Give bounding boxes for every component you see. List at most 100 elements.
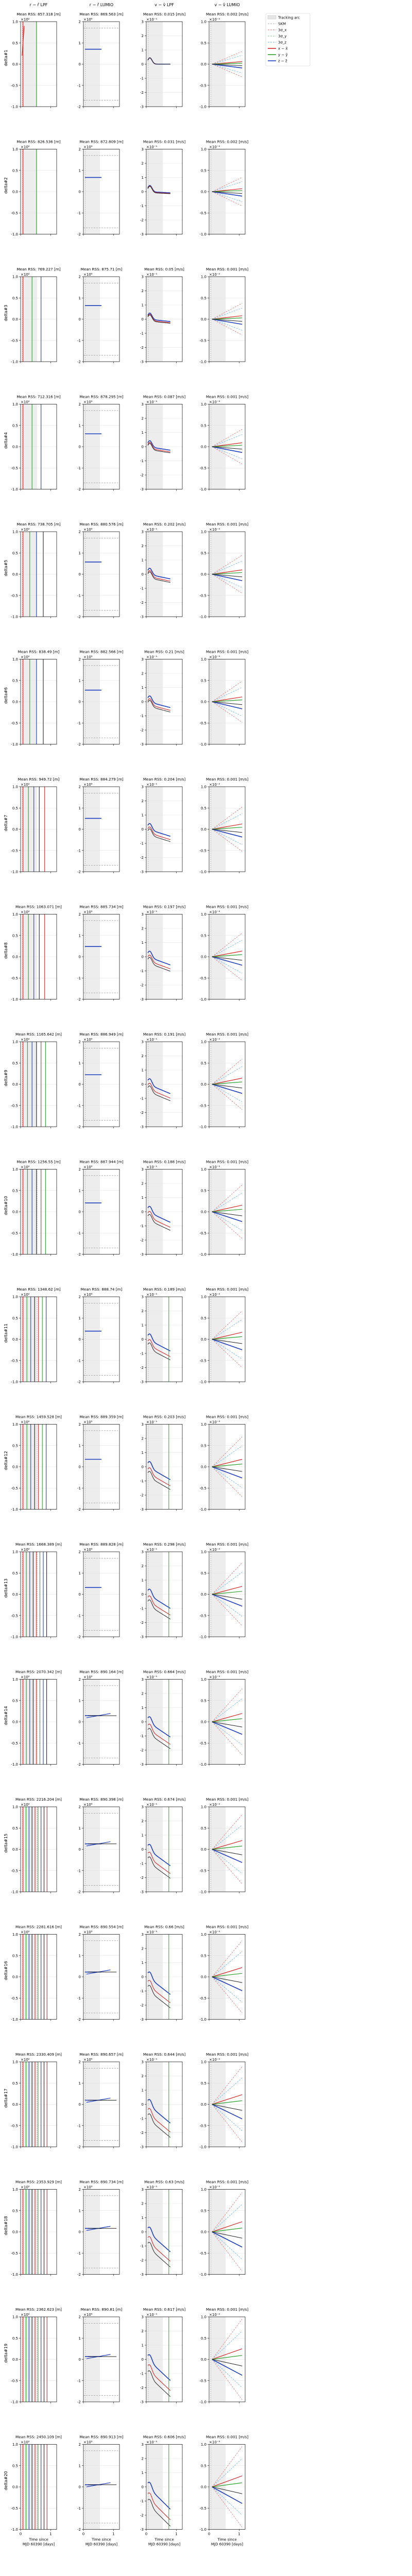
y-tick-label: 1.0: [12, 147, 18, 151]
y-tick-label: -3: [140, 1125, 144, 1129]
sigma-envelope: [212, 681, 243, 702]
error-series-line: [147, 1467, 170, 1486]
chart-panel: Mean RSS: 889.359 [m]×10⁵ -2 -1 0 1 2: [77, 1415, 124, 1512]
y-tick-label: -1: [77, 1104, 81, 1108]
y-tick-label: 1.0: [12, 1677, 18, 1682]
y-tick-label: 0.5: [201, 1061, 207, 1065]
y-tick-label: 0.0: [12, 2485, 18, 2489]
y-tick-label: -2: [77, 1762, 81, 1767]
chart-panel: Mean RSS: 1063.071 [m]×10² -1.0 -0.5 0.0 0.5…: [11, 905, 62, 1002]
sigma-envelope: [212, 1184, 243, 1212]
panel-rss-title: Mean RSS: 875.71 [m]: [81, 267, 123, 272]
y-tick-label: 0.5: [201, 1699, 207, 1703]
y-tick-label: 1.0: [201, 785, 207, 789]
y-tick-label: -0.5: [11, 1614, 18, 1618]
panel-scale-label: ×10⁻²: [209, 528, 220, 532]
error-series-line: [212, 701, 243, 705]
y-tick-label: 1: [79, 1444, 81, 1448]
error-series-line: [147, 2370, 171, 2397]
x-axis-label-line2: MJD 60390 [days]: [23, 2543, 55, 2547]
panel-rss-title: Mean RSS: 0.001 [m/s]: [206, 1415, 249, 1419]
panel-scale-label: ×10⁵: [83, 145, 93, 149]
error-series-line: [147, 695, 170, 708]
panel-scale-label: ×10⁻²: [209, 910, 220, 914]
y-tick-label: 1: [142, 1451, 144, 1455]
y-tick-label: 3: [142, 2443, 144, 2447]
panel-scale-label: ×10⁻¹: [146, 18, 157, 22]
panel-rss-title: Mean RSS: 1668.389 [m]: [15, 1542, 62, 1547]
y-tick-label: 1: [79, 551, 81, 555]
error-series-line: [147, 1461, 171, 1480]
panel-scale-label: ×10⁵: [83, 1803, 93, 1807]
y-tick-label: 0: [79, 1720, 81, 1724]
y-tick-label: -0.5: [11, 2379, 18, 2383]
chart-panel: Mean RSS: 0.001 [m/s]×10⁻²-1.0-0.50.00.5…: [199, 2307, 248, 2404]
panel-scale-label: ×10⁻²: [209, 1675, 220, 1680]
y-tick-label: 1.0: [12, 1295, 18, 1299]
y-tick-label: -1.0: [199, 232, 207, 236]
panel-scale-label: ×10⁵: [83, 400, 93, 404]
row-ylabel: delta#19: [4, 2344, 8, 2363]
error-series-line: [147, 1342, 170, 1361]
sigma-envelope: [212, 1849, 243, 1874]
error-series-line: [147, 2482, 171, 2510]
chart-panel: Mean RSS: 949.72 [m]×10² -1.0 -0.5 0.0 0.5 1.…: [11, 777, 59, 874]
y-tick-label: 1.0: [201, 1805, 207, 1809]
y-tick-label: 0: [142, 2103, 144, 2107]
chart-panel: Mean RSS: 0.001 [m/s]×10⁻²-1.0-0.50.00.5…: [199, 2435, 248, 2536]
y-tick-label: 1.0: [12, 1550, 18, 1554]
y-tick-label: 0.5: [12, 1954, 18, 1958]
panel-rss-title: Mean RSS: 769.227 [m]: [16, 267, 61, 272]
y-tick-label: 0.5: [12, 1571, 18, 1575]
y-tick-label: -1: [77, 466, 81, 470]
y-tick-label: 0.5: [12, 1189, 18, 1193]
panel-rss-title: Mean RSS: 2216.204 [m]: [15, 1797, 62, 1802]
error-series-line: [212, 1083, 243, 1094]
error-series-line: [212, 2359, 243, 2366]
y-tick-label: -1: [77, 2379, 81, 2383]
y-tick-label: -3: [140, 615, 144, 619]
sigma-envelope: [212, 2446, 243, 2487]
chart-panel: Mean RSS: 1668.389 [m]×10² -1.0 -0.5 0.0 0.5…: [11, 1542, 62, 1639]
y-tick-label: -2: [77, 1252, 81, 1257]
error-series-line: [147, 2108, 171, 2132]
sigma-envelope: [212, 2104, 243, 2143]
y-tick-label: -1.0: [199, 360, 207, 364]
y-tick-label: 0: [142, 62, 144, 66]
sigma-envelope: [212, 956, 243, 981]
y-tick-label: 1: [79, 934, 81, 938]
chart-legend: Tracking arc SKM 3σ_x 3σ_y 3σ_zx − x̂ y − ŷ z …: [265, 13, 311, 66]
chart-panel: Mean RSS: 890.657 [m]×10⁵ -2 -1 0 1 2: [77, 2052, 124, 2149]
panel-rss-title: Mean RSS: 2281.616 [m]: [15, 1925, 62, 1929]
error-series-line: [147, 185, 170, 194]
panel-scale-label: ×10²: [21, 1038, 30, 1042]
y-tick-label: 0.0: [201, 1337, 207, 1342]
y-tick-label: -2: [140, 1749, 144, 1753]
y-tick-label: -1.0: [199, 870, 207, 874]
panel-scale-label: ×10²: [21, 1675, 30, 1680]
chart-panel: Mean RSS: 857.318 [m] ×10² -1.0 -0.5 0.0 0.5 1…: [11, 12, 61, 109]
y-tick-label: 0.0: [12, 1210, 18, 1214]
panel-rss-title: Mean RSS: 0.001 [m/s]: [206, 522, 249, 527]
panel-rss-title: Mean RSS: 0.001 [m/s]: [206, 2180, 249, 2184]
panel-scale-label: ×10²: [21, 18, 30, 22]
panel-scale-label: ×10²: [21, 2185, 30, 2190]
y-tick-label: 2: [142, 1309, 144, 1313]
chart-panel: Mean RSS: 0.087 [m/s]×10⁻¹ -3 -2 -1 0 1 2 3: [140, 395, 185, 492]
y-tick-label: -0.5: [11, 466, 18, 470]
y-tick-label: 1: [142, 1324, 144, 1328]
error-series-line: [147, 2499, 171, 2527]
error-series-line: [212, 1078, 243, 1085]
error-series-line: [212, 2228, 243, 2232]
panel-scale-label: ×10⁻²: [209, 1165, 220, 1170]
error-series-line: [212, 318, 243, 325]
row-ylabel: delta#9: [4, 1070, 8, 1086]
error-series-line: [147, 571, 170, 583]
panel-rss-title: Mean RSS: 0.001 [m/s]: [206, 2052, 249, 2057]
y-tick-label: -2: [140, 728, 144, 733]
y-tick-label: 3: [142, 1040, 144, 1044]
y-tick-label: 1: [79, 1571, 81, 1575]
y-tick-label: -3: [140, 997, 144, 1002]
chart-panel: Mean RSS: 2216.204 [m]×10² -1.0 -0.5 0.0 0.5…: [11, 1797, 62, 1894]
sigma-envelope: [212, 1211, 243, 1231]
